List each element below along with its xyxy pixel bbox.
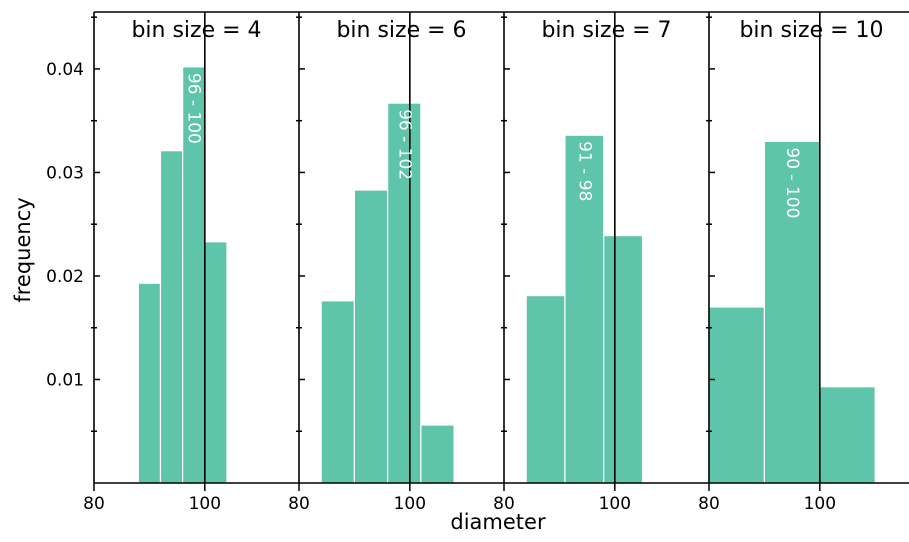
panel-title: bin size = 6 xyxy=(336,18,466,43)
histogram-bar xyxy=(763,140,821,484)
histogram-bar xyxy=(387,102,422,484)
histogram-bar xyxy=(353,189,389,484)
histogram-panel-2: 96 - 102 bin size = 6 80 100 xyxy=(288,12,467,514)
panel-title: bin size = 7 xyxy=(541,18,671,43)
y-tick-label: 0.04 xyxy=(46,60,84,80)
histogram-panel-3: 91 - 98 bin size = 7 80 100 xyxy=(493,12,672,514)
bar-range-label: 91 - 98 xyxy=(574,141,594,201)
bar-range-label: 96 - 102 xyxy=(394,109,414,180)
panel-title: bin size = 10 xyxy=(739,18,883,43)
y-tick-label: 0.01 xyxy=(46,370,84,390)
bar-range-label: 90 - 100 xyxy=(782,147,802,218)
x-tick-label: 80 xyxy=(493,494,515,514)
x-tick-label: 80 xyxy=(698,494,720,514)
y-tick-label: 0.02 xyxy=(46,267,84,287)
histogram-panel-4: 90 - 100 bin size = 10 80 100 xyxy=(698,12,884,514)
histogram-bar xyxy=(708,306,766,484)
histogram-bar xyxy=(603,234,644,484)
x-tick-label: 100 xyxy=(804,494,836,514)
x-axis-label: diameter xyxy=(450,510,546,534)
bar-range-label: 96 - 100 xyxy=(184,73,204,144)
histogram-bar xyxy=(159,150,184,484)
panel-title: bin size = 4 xyxy=(131,18,261,43)
x-tick-label: 100 xyxy=(189,494,221,514)
histogram-bar xyxy=(137,282,162,484)
x-tick-label: 100 xyxy=(599,494,631,514)
histogram-bar xyxy=(420,424,455,484)
x-tick-label: 100 xyxy=(394,494,426,514)
histogram-panel-1: 96 - 100 bin size = 4 80 100 xyxy=(83,12,262,514)
histogram-bar xyxy=(320,300,356,484)
histogram-bar xyxy=(525,295,566,484)
x-tick-label: 80 xyxy=(83,494,105,514)
histogram-bar xyxy=(819,386,876,484)
histogram-bar xyxy=(204,241,228,484)
x-tick-label: 80 xyxy=(288,494,310,514)
y-axis-label: frequency xyxy=(11,197,35,302)
y-tick-label: 0.03 xyxy=(46,163,84,183)
